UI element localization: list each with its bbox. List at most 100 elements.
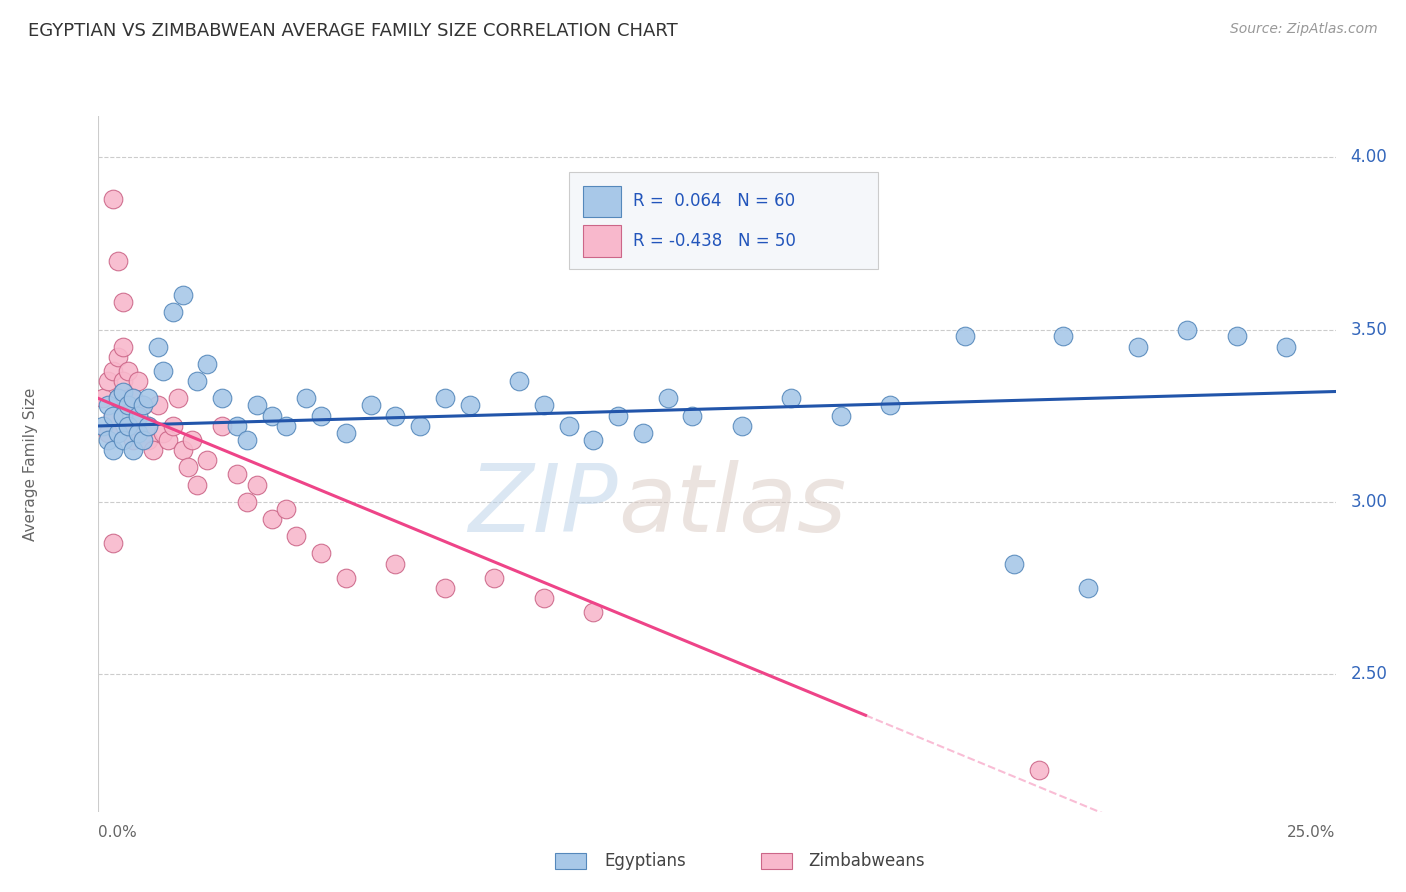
Point <box>107 392 129 406</box>
Point <box>136 419 159 434</box>
Text: atlas: atlas <box>619 460 846 551</box>
Point <box>97 425 120 440</box>
Point <box>211 392 233 406</box>
Text: EGYPTIAN VS ZIMBABWEAN AVERAGE FAMILY SIZE CORRELATION CHART: EGYPTIAN VS ZIMBABWEAN AVERAGE FAMILY SI… <box>28 22 678 40</box>
Point <box>335 570 357 584</box>
Point <box>117 419 139 434</box>
Point <box>172 288 194 302</box>
Point <box>117 364 139 378</box>
Text: Egyptians: Egyptians <box>605 852 686 870</box>
Point <box>132 433 155 447</box>
Point <box>122 392 145 406</box>
Point <box>97 398 120 412</box>
Point <box>631 425 654 440</box>
Point <box>1052 329 1074 343</box>
Point <box>557 419 579 434</box>
Point <box>162 305 184 319</box>
Point <box>152 364 174 378</box>
Point <box>246 477 269 491</box>
Point <box>112 433 135 447</box>
Point <box>276 501 298 516</box>
Point <box>172 443 194 458</box>
Point <box>142 443 165 458</box>
Point <box>136 433 159 447</box>
Point <box>1028 764 1050 778</box>
Point <box>433 581 456 595</box>
Point <box>103 536 125 550</box>
Point <box>195 357 218 371</box>
Point <box>276 419 298 434</box>
Text: ZIP: ZIP <box>468 460 619 551</box>
Point <box>112 295 135 310</box>
Point <box>260 409 283 423</box>
Point <box>360 398 382 412</box>
Text: R =  0.064   N = 60: R = 0.064 N = 60 <box>633 192 794 210</box>
Point <box>458 398 481 412</box>
Point <box>132 425 155 440</box>
Text: 2.50: 2.50 <box>1351 665 1388 683</box>
Point <box>93 419 115 434</box>
Point <box>246 398 269 412</box>
Point <box>103 192 125 206</box>
Point <box>107 253 129 268</box>
FancyBboxPatch shape <box>583 186 620 217</box>
Point <box>335 425 357 440</box>
Point <box>195 453 218 467</box>
Point <box>112 398 135 412</box>
Point <box>1126 340 1149 354</box>
Point <box>103 443 125 458</box>
Point <box>93 392 115 406</box>
FancyBboxPatch shape <box>583 225 620 257</box>
Point <box>384 409 406 423</box>
Point <box>657 392 679 406</box>
Text: Source: ZipAtlas.com: Source: ZipAtlas.com <box>1230 22 1378 37</box>
Point <box>211 419 233 434</box>
Point <box>879 398 901 412</box>
Point <box>117 419 139 434</box>
Point <box>97 433 120 447</box>
FancyBboxPatch shape <box>568 171 877 269</box>
Point <box>181 433 204 447</box>
Point <box>122 433 145 447</box>
Point <box>112 384 135 399</box>
Point <box>953 329 976 343</box>
Point <box>103 409 125 423</box>
Point <box>582 605 605 619</box>
Text: 0.0%: 0.0% <box>98 825 138 840</box>
Point <box>136 392 159 406</box>
Point <box>122 443 145 458</box>
Point <box>176 460 198 475</box>
Point <box>433 392 456 406</box>
Point <box>226 419 249 434</box>
Point <box>1002 557 1025 571</box>
Point <box>127 374 149 388</box>
Point <box>122 392 145 406</box>
Point <box>107 392 129 406</box>
Point <box>533 398 555 412</box>
Point <box>830 409 852 423</box>
Point <box>607 409 630 423</box>
Point <box>533 591 555 606</box>
Point <box>582 433 605 447</box>
Text: Average Family Size: Average Family Size <box>22 387 38 541</box>
Point <box>1275 340 1298 354</box>
Point <box>285 529 308 543</box>
Text: 3.50: 3.50 <box>1351 320 1388 338</box>
Point <box>127 409 149 423</box>
Point <box>152 425 174 440</box>
Point <box>681 409 703 423</box>
Point <box>107 350 129 364</box>
Text: Zimbabweans: Zimbabweans <box>808 852 925 870</box>
Point <box>112 340 135 354</box>
Point <box>97 374 120 388</box>
Point <box>226 467 249 482</box>
Point <box>136 419 159 434</box>
Point <box>309 409 332 423</box>
Point <box>166 392 188 406</box>
Point <box>107 425 129 440</box>
Text: R = -0.438   N = 50: R = -0.438 N = 50 <box>633 232 796 250</box>
Point <box>780 392 803 406</box>
Point <box>162 419 184 434</box>
Point <box>1175 322 1198 336</box>
Point <box>731 419 754 434</box>
